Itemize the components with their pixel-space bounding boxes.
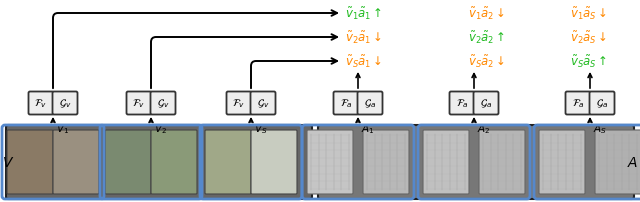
Text: $\mathcal{G}_v$: $\mathcal{G}_v$ xyxy=(59,97,71,110)
FancyBboxPatch shape xyxy=(52,92,77,115)
Text: $A_S$: $A_S$ xyxy=(593,121,607,135)
FancyBboxPatch shape xyxy=(7,130,53,194)
FancyBboxPatch shape xyxy=(150,92,175,115)
FancyBboxPatch shape xyxy=(318,125,634,199)
Text: $\mathcal{G}_v$: $\mathcal{G}_v$ xyxy=(257,97,269,110)
Text: $\mathcal{F}_a$: $\mathcal{F}_a$ xyxy=(340,97,353,110)
FancyBboxPatch shape xyxy=(227,92,252,115)
Text: $V_2$: $V_2$ xyxy=(154,121,167,135)
Text: $\mathcal{G}_a$: $\mathcal{G}_a$ xyxy=(480,97,492,110)
Text: $V_1$: $V_1$ xyxy=(56,121,69,135)
FancyBboxPatch shape xyxy=(251,130,297,194)
FancyBboxPatch shape xyxy=(449,92,474,115)
Text: $A$: $A$ xyxy=(627,155,638,169)
Text: $\tilde{v}_1\tilde{a}_S{\downarrow}$: $\tilde{v}_1\tilde{a}_S{\downarrow}$ xyxy=(570,6,607,22)
FancyBboxPatch shape xyxy=(589,92,614,115)
FancyBboxPatch shape xyxy=(333,92,358,115)
Text: $\mathcal{F}_v$: $\mathcal{F}_v$ xyxy=(232,97,246,110)
FancyBboxPatch shape xyxy=(151,130,197,194)
FancyBboxPatch shape xyxy=(105,130,151,194)
Text: $\tilde{v}_S\tilde{a}_1{\downarrow}$: $\tilde{v}_S\tilde{a}_1{\downarrow}$ xyxy=(345,54,382,70)
FancyBboxPatch shape xyxy=(479,130,525,194)
FancyBboxPatch shape xyxy=(595,130,640,194)
FancyBboxPatch shape xyxy=(29,92,54,115)
FancyBboxPatch shape xyxy=(127,92,152,115)
Text: $\mathcal{F}_v$: $\mathcal{F}_v$ xyxy=(35,97,47,110)
FancyBboxPatch shape xyxy=(250,92,275,115)
Text: $V$: $V$ xyxy=(2,155,14,169)
Text: $\tilde{v}_S\tilde{a}_2{\downarrow}$: $\tilde{v}_S\tilde{a}_2{\downarrow}$ xyxy=(468,54,505,70)
FancyBboxPatch shape xyxy=(205,130,251,194)
Text: $\tilde{v}_2\tilde{a}_2{\uparrow}$: $\tilde{v}_2\tilde{a}_2{\uparrow}$ xyxy=(468,30,505,46)
Text: $\tilde{v}_1\tilde{a}_1{\uparrow}$: $\tilde{v}_1\tilde{a}_1{\uparrow}$ xyxy=(345,6,382,22)
FancyBboxPatch shape xyxy=(358,92,383,115)
FancyBboxPatch shape xyxy=(474,92,499,115)
Text: $\mathcal{G}_a$: $\mathcal{G}_a$ xyxy=(364,97,376,110)
FancyBboxPatch shape xyxy=(363,130,409,194)
FancyBboxPatch shape xyxy=(307,130,353,194)
Text: $\mathcal{G}_v$: $\mathcal{G}_v$ xyxy=(157,97,169,110)
Text: $A_1$: $A_1$ xyxy=(361,121,374,135)
Text: $\mathcal{G}_a$: $\mathcal{G}_a$ xyxy=(596,97,608,110)
Text: $\tilde{v}_2\tilde{a}_S{\downarrow}$: $\tilde{v}_2\tilde{a}_S{\downarrow}$ xyxy=(570,30,607,46)
Text: $A_2$: $A_2$ xyxy=(477,121,490,135)
Text: $\mathcal{F}_v$: $\mathcal{F}_v$ xyxy=(132,97,146,110)
FancyBboxPatch shape xyxy=(423,130,469,194)
FancyBboxPatch shape xyxy=(6,125,312,199)
Text: $\tilde{v}_S\tilde{a}_S{\uparrow}$: $\tilde{v}_S\tilde{a}_S{\uparrow}$ xyxy=(570,54,607,70)
FancyBboxPatch shape xyxy=(53,130,99,194)
Text: $\mathcal{F}_a$: $\mathcal{F}_a$ xyxy=(572,97,584,110)
FancyBboxPatch shape xyxy=(566,92,591,115)
Text: $V_S$: $V_S$ xyxy=(254,121,268,135)
Text: $\tilde{v}_2\tilde{a}_1{\downarrow}$: $\tilde{v}_2\tilde{a}_1{\downarrow}$ xyxy=(345,30,382,46)
Text: $\tilde{v}_1\tilde{a}_2{\downarrow}$: $\tilde{v}_1\tilde{a}_2{\downarrow}$ xyxy=(468,6,505,22)
Text: $\mathcal{F}_a$: $\mathcal{F}_a$ xyxy=(456,97,468,110)
FancyBboxPatch shape xyxy=(539,130,585,194)
